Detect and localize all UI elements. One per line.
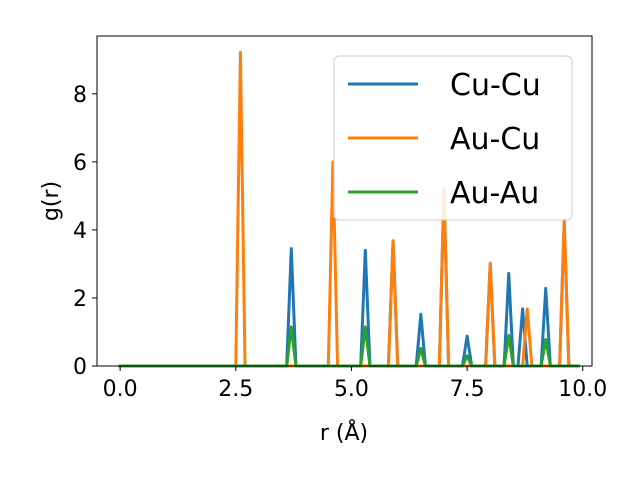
y-tick-label: 0: [73, 355, 87, 380]
legend-label-au-cu: Au-Cu: [450, 122, 540, 157]
y-axis-label: g(r): [39, 181, 64, 221]
axes-layer: 0.0 2.5 5.0 7.5 10.0 0 2 4 6 8: [73, 35, 607, 402]
y-tick-label: 6: [73, 151, 87, 176]
y-tick-label: 4: [73, 219, 87, 244]
series-line-cu-cu: [118, 187, 580, 368]
x-axis-label: r (Å): [320, 419, 368, 446]
x-tick-label: 10.0: [558, 377, 607, 402]
legend-box: [333, 55, 573, 221]
plot-frame: [96, 35, 593, 367]
legend-label-cu-cu: Cu-Cu: [450, 68, 541, 103]
x-tick-label: 0.0: [103, 377, 138, 402]
y-tick-label: 8: [73, 83, 87, 108]
legend: Cu-Cu Au-Cu Au-Au: [333, 55, 573, 221]
x-tick-label: 2.5: [218, 377, 253, 402]
x-tick-label: 7.5: [450, 377, 485, 402]
y-tick-label: 2: [73, 287, 87, 312]
legend-label-au-au: Au-Au: [450, 176, 539, 211]
x-tick-label: 5.0: [334, 377, 369, 402]
